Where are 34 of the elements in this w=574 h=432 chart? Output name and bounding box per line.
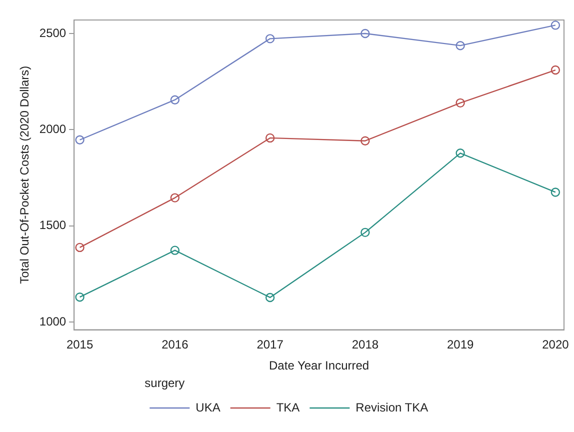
point bbox=[170, 95, 180, 104]
point bbox=[265, 133, 275, 143]
y-tick-label: 1000 bbox=[39, 314, 66, 328]
x-tick-label: 2019 bbox=[446, 337, 474, 352]
point bbox=[360, 228, 370, 238]
point bbox=[550, 65, 560, 75]
y-axis-title: Total Out-Of-Pocket Costs (2020 Dollars) bbox=[18, 66, 32, 284]
x-tick-label: 2016 bbox=[162, 337, 189, 352]
point bbox=[360, 136, 370, 146]
x-tick-label: 2018 bbox=[352, 337, 379, 352]
legend-label: UKA bbox=[196, 400, 220, 414]
point bbox=[170, 193, 180, 202]
legend-label: TKA bbox=[276, 400, 300, 414]
point bbox=[265, 292, 275, 302]
x-tick-label: 2020 bbox=[542, 337, 570, 352]
x-tick-label: 2017 bbox=[256, 337, 284, 352]
point bbox=[360, 28, 370, 38]
legend-title: surgery bbox=[144, 376, 185, 390]
x-tick-label: 2015 bbox=[66, 337, 94, 352]
point bbox=[75, 135, 84, 144]
point bbox=[75, 292, 84, 302]
y-tick-label: 2500 bbox=[39, 26, 66, 40]
point bbox=[265, 34, 275, 44]
point bbox=[170, 246, 180, 255]
point bbox=[456, 40, 465, 50]
legend-label: Revision TKA bbox=[356, 400, 428, 414]
point bbox=[550, 188, 560, 197]
y-tick-label: 2000 bbox=[39, 122, 66, 136]
point bbox=[550, 20, 560, 30]
point bbox=[75, 242, 84, 252]
x-axis-title: Date Year Incurred bbox=[269, 358, 370, 373]
point bbox=[456, 148, 465, 158]
y-tick-label: 1500 bbox=[39, 218, 66, 232]
point bbox=[456, 98, 465, 108]
